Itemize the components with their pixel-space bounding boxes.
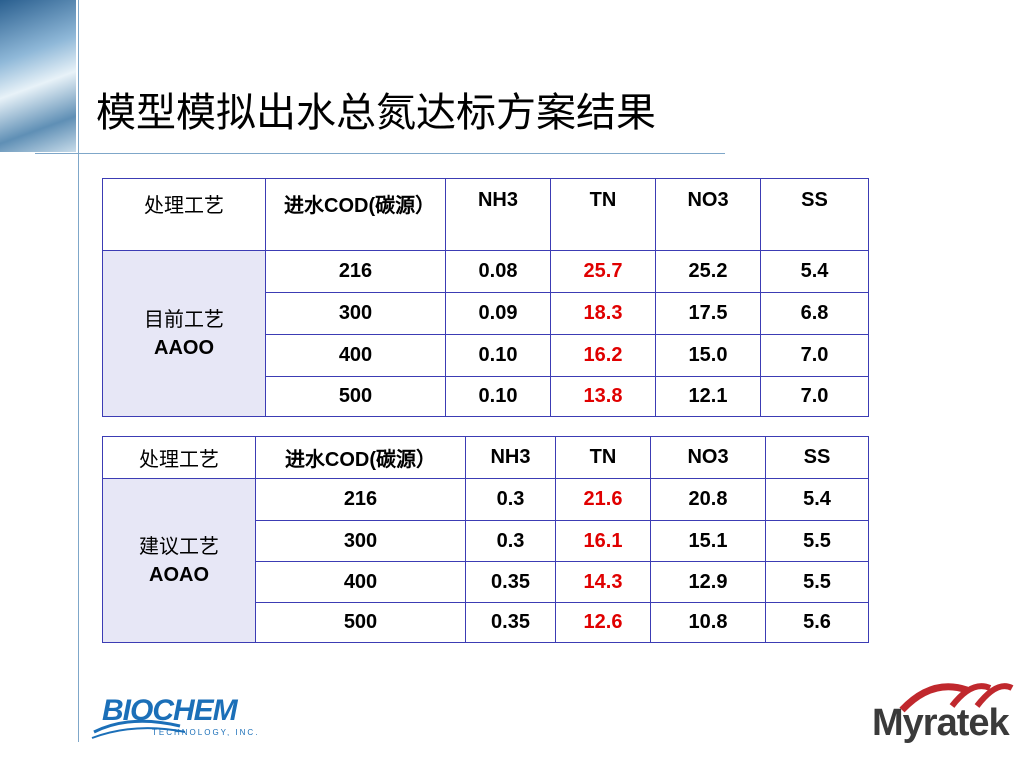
data-row: 300 0.09 18.3 17.5 6.8 [103,292,869,335]
cell: 500 [255,602,466,643]
cell: 16.2 [550,334,656,377]
cell: 216 [255,478,466,521]
biochem-logo: BIOCHEM TECHNOLOGY, INC. [90,692,270,742]
data-row: 500 0.10 13.8 12.1 7.0 [103,376,869,417]
data-row: 300 0.3 16.1 15.1 5.5 [103,520,869,562]
cell: 0.10 [445,376,551,417]
title: 模型模拟出水总氮达标方案结果 [96,91,656,135]
data-row: 400 0.10 16.2 15.0 7.0 [103,334,869,377]
cell: 5.4 [760,250,869,293]
column-header: 处理工艺 [102,436,256,479]
water-image [0,0,76,152]
data-row: 400 0.35 14.3 12.9 5.5 [103,561,869,603]
cell: 400 [255,561,466,603]
cell: 0.08 [445,250,551,293]
group-cell: 建议工艺 AOAO [102,478,256,643]
cell: 0.35 [465,602,556,643]
column-header: TN [550,178,656,251]
cell: 10.8 [650,602,766,643]
cell: 5.4 [765,478,869,521]
cell: 12.1 [655,376,761,417]
column-header: NO3 [655,178,761,251]
cell: 6.8 [760,292,869,335]
cell: 5.6 [765,602,869,643]
header-row: 处理工艺 进水COD(碳源） NH3 TN NO3 SS [102,178,869,251]
cell: 7.0 [760,376,869,417]
cell: 12.6 [555,602,651,643]
column-header: 处理工艺 [102,178,266,251]
vertical-rule [78,0,79,742]
column-header: SS [765,436,869,479]
cell: 20.8 [650,478,766,521]
column-header: TN [555,436,651,479]
cell: 400 [265,334,446,377]
group-label: AAOO [154,336,214,359]
group-label: 目前工艺 [144,308,224,331]
cell: 0.09 [445,292,551,335]
column-header: 进水COD(碳源） [265,178,446,251]
data-row: 建议工艺 AOAO 216 0.3 21.6 20.8 5.4 [102,478,869,643]
table: 处理工艺 进水COD(碳源） NH3 TN NO3 SS 建议工艺 AOAO 216 0.3 21.… [102,436,869,643]
biochem-sub: TECHNOLOGY, INC. [152,728,260,737]
group-label: 建议工艺 [139,535,219,558]
cell: 7.0 [760,334,869,377]
biochem-name: BIOCHEM [102,694,238,727]
cell: 300 [265,292,446,335]
cell: 16.1 [555,520,651,562]
column-header: SS [760,178,869,251]
cell: 216 [265,250,446,293]
cell: 5.5 [765,520,869,562]
cell: 15.1 [650,520,766,562]
cell: 0.3 [465,520,556,562]
cell: 21.6 [555,478,651,521]
column-header: NH3 [465,436,556,479]
column-header: NO3 [650,436,766,479]
group-label: AOAO [149,563,209,586]
cell: 0.3 [465,478,556,521]
myratek-name: Myratek [872,702,1010,744]
cell: 17.5 [655,292,761,335]
cell: 25.2 [655,250,761,293]
group-cell: 目前工艺 AAOO [102,250,266,417]
column-header: 进水COD(碳源） [255,436,466,479]
cell: 14.3 [555,561,651,603]
cell: 500 [265,376,446,417]
cell: 300 [255,520,466,562]
header-row: 处理工艺 进水COD(碳源） NH3 TN NO3 SS [102,436,869,479]
data-row: 500 0.35 12.6 10.8 5.6 [103,602,869,643]
cell: 5.5 [765,561,869,603]
column-header: NH3 [445,178,551,251]
cell: 18.3 [550,292,656,335]
cell: 0.10 [445,334,551,377]
cell: 13.8 [550,376,656,417]
logo-arcs [899,683,1014,713]
horizontal-rule [35,153,725,154]
data-row: 目前工艺 AAOO 216 0.08 25.7 25.2 5.4 [102,250,869,417]
cell: 12.9 [650,561,766,603]
logo-swoosh [91,719,186,739]
cell: 15.0 [655,334,761,377]
myratek-logo: Myratek [872,674,1022,746]
cell: 25.7 [550,250,656,293]
table: 处理工艺 进水COD(碳源） NH3 TN NO3 SS 目前工艺 AAOO 216 0.08 25… [102,178,869,417]
cell: 0.35 [465,561,556,603]
